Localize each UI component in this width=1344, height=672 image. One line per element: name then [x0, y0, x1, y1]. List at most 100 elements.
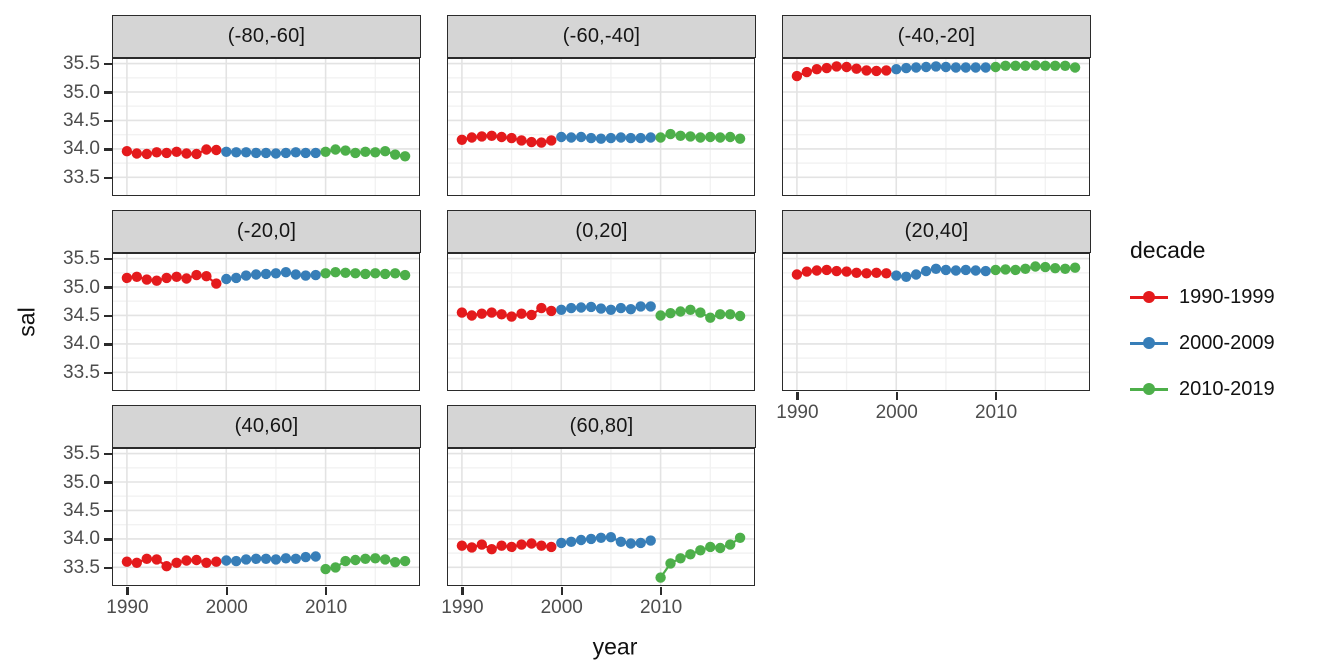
data-point — [546, 541, 557, 553]
data-point — [476, 308, 487, 319]
data-point — [605, 304, 617, 315]
data-point — [665, 558, 676, 569]
data-point — [665, 308, 676, 319]
panel-background — [783, 59, 1089, 195]
data-point — [171, 271, 182, 282]
data-point — [506, 541, 517, 553]
data-point — [575, 131, 587, 143]
data-point — [821, 264, 832, 276]
y-axis-tick — [103, 286, 112, 289]
data-point — [486, 130, 497, 141]
data-point — [350, 554, 361, 566]
facet-strip: (0,20] — [447, 210, 756, 253]
data-point — [841, 266, 852, 277]
data-point — [516, 539, 527, 550]
data-point — [466, 132, 477, 143]
data-point — [330, 144, 341, 155]
data-point — [260, 553, 272, 564]
data-point — [715, 309, 726, 320]
data-point — [675, 553, 686, 564]
facet-60-80: (60,80] — [447, 405, 756, 586]
data-point — [1030, 261, 1041, 272]
data-point — [930, 263, 942, 274]
data-point — [290, 553, 301, 564]
data-point — [615, 536, 627, 547]
data-point — [891, 270, 902, 281]
legend-key — [1130, 328, 1168, 358]
data-point — [456, 134, 468, 145]
data-point — [340, 267, 351, 278]
y-axis-tick-label: 35.5 — [63, 53, 100, 75]
data-point — [725, 539, 736, 550]
facet-strip-label: (20,40] — [904, 220, 969, 242]
data-point — [151, 275, 162, 286]
data-point — [566, 536, 577, 547]
x-axis-title: year — [592, 633, 638, 660]
data-point — [536, 302, 547, 314]
data-point — [645, 132, 656, 143]
data-point — [585, 301, 597, 313]
data-point — [901, 271, 912, 282]
x-axis-tick-label: 1990 — [106, 597, 149, 618]
facet-neg40-neg20: (-40,-20] — [782, 15, 1091, 196]
data-point — [1020, 263, 1031, 274]
data-point — [300, 147, 311, 159]
data-point — [330, 267, 341, 278]
data-point — [811, 64, 822, 75]
data-point — [1030, 60, 1041, 71]
legend-entry: 2010-2019 — [1130, 374, 1344, 404]
facet-40-60: (40,60] — [112, 405, 421, 586]
data-point — [615, 302, 627, 314]
facet-20-40: (20,40] — [782, 210, 1091, 391]
data-point — [546, 135, 557, 146]
x-axis-tick — [225, 587, 228, 595]
data-point — [715, 132, 726, 143]
data-point — [685, 131, 696, 142]
data-point — [221, 555, 232, 566]
x-axis-tick-label: 2000 — [205, 597, 248, 618]
y-axis-tick-label: 33.5 — [63, 361, 100, 383]
data-point — [380, 146, 391, 157]
data-point — [831, 61, 842, 72]
x-axis-tick — [994, 392, 998, 400]
facet-strip-label: (-20,0] — [236, 220, 297, 242]
data-point — [476, 131, 487, 142]
y-axis-tick-label: 34.5 — [63, 109, 100, 131]
data-point — [881, 268, 892, 279]
data-point — [191, 148, 202, 160]
y-axis-tick-label: 35.0 — [63, 276, 100, 298]
data-point — [635, 537, 646, 549]
data-point — [625, 538, 636, 549]
data-point — [350, 268, 361, 279]
data-point — [290, 269, 301, 280]
data-point — [240, 147, 252, 158]
y-axis-tick-label: 33.5 — [63, 556, 100, 578]
facet-strip-label: (-60,-40] — [562, 25, 641, 47]
x-axis-tick — [796, 392, 799, 400]
y-axis-tick-label: 35.5 — [63, 443, 100, 465]
data-point — [930, 61, 942, 72]
data-point — [881, 65, 892, 76]
data-point — [734, 133, 746, 144]
data-point — [950, 265, 962, 276]
data-point — [861, 268, 872, 279]
panel-background — [113, 59, 419, 195]
facet-0-20: (0,20] — [447, 210, 756, 391]
data-point — [350, 147, 361, 159]
panel-background — [113, 449, 419, 585]
data-point — [685, 549, 696, 560]
data-point — [605, 532, 617, 543]
facet-panel — [447, 58, 755, 196]
data-point — [506, 311, 517, 322]
data-point — [705, 312, 716, 323]
data-point — [970, 62, 981, 73]
facet-panel — [447, 448, 755, 586]
data-point — [1010, 264, 1021, 276]
data-point — [516, 135, 527, 146]
data-point — [960, 264, 971, 276]
x-axis-tick — [895, 392, 898, 400]
x-axis-tick-label: 2000 — [875, 402, 918, 423]
data-point — [360, 553, 371, 564]
x-axis-tick-label: 2010 — [974, 402, 1018, 423]
data-point — [655, 132, 666, 143]
